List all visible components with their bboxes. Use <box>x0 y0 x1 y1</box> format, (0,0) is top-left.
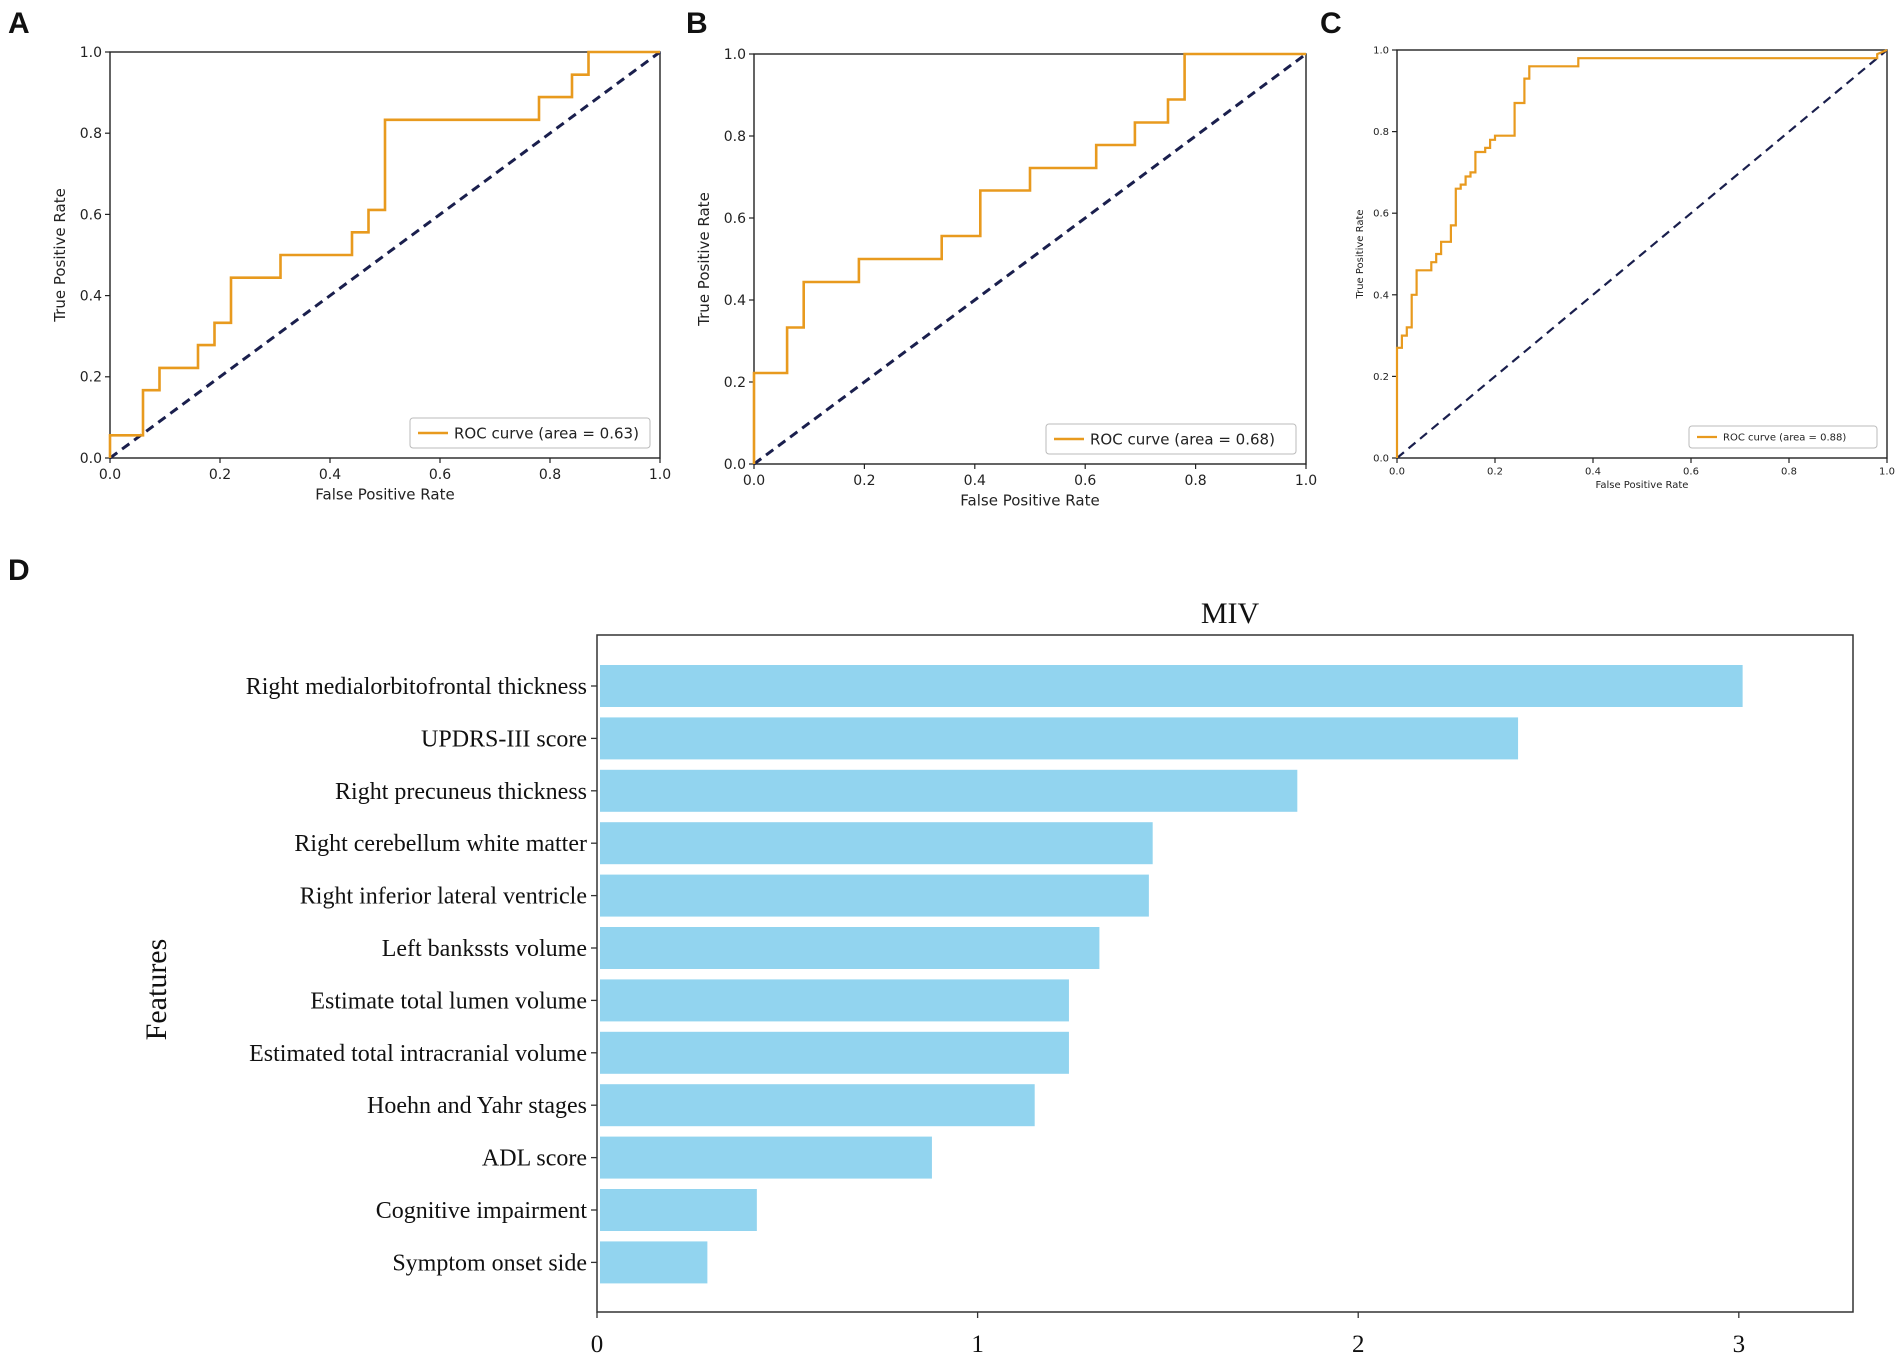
x-tick-label: 0.2 <box>209 467 231 483</box>
x-tick-label: 2 <box>1352 1331 1365 1358</box>
x-axis-label: False Positive Rate <box>315 485 454 503</box>
category-label: Left bankssts volume <box>382 936 587 962</box>
x-tick-label: 0.0 <box>99 467 121 483</box>
x-tick-label: 0.0 <box>743 473 765 489</box>
x-tick-label: 0.4 <box>319 467 341 483</box>
x-tick-label: 1.0 <box>1879 467 1895 478</box>
roc-curve-line <box>1395 48 1888 458</box>
roc-chart-a: 0.0 0.2 0.4 0.6 0.8 1.0 0.0 0.2 0.4 0.6 0.8 1.0 Fals… <box>51 45 671 503</box>
y-tick-label: 0.2 <box>80 370 102 386</box>
x-axis-label: False Positive Rate <box>1596 480 1689 491</box>
bar <box>600 717 1519 760</box>
y-tick-label: 0.8 <box>1373 127 1389 138</box>
category-label: Right cerebellum white matter <box>294 831 587 857</box>
category-label: UPDRS-III score <box>421 726 587 752</box>
roc-curve-line <box>752 52 1306 464</box>
y-tick-label: 0.0 <box>80 451 102 467</box>
category-label: Right medialorbitofrontal thickness <box>246 674 587 700</box>
chance-diagonal-line <box>1396 49 1888 459</box>
bar <box>600 874 1149 917</box>
panel-label-d: D <box>8 554 30 587</box>
panel-label-a: A <box>8 7 30 40</box>
y-tick-label: 0.0 <box>724 457 746 473</box>
x-tick-label: 1.0 <box>649 467 671 483</box>
x-tick-label: 0.6 <box>1074 473 1096 489</box>
x-tick-label: 0.4 <box>964 473 986 489</box>
x-tick-label: 0.8 <box>539 467 561 483</box>
panel-label-b: B <box>686 7 708 40</box>
category-label: Symptom onset side <box>392 1250 587 1276</box>
x-tick-label: 0.6 <box>429 467 451 483</box>
bar <box>600 1136 932 1179</box>
y-tick-label: 1.0 <box>80 45 102 61</box>
x-tick-label: 3 <box>1733 1331 1746 1358</box>
chart-title: MIV <box>1201 597 1260 630</box>
y-tick-label: 0.8 <box>724 129 746 145</box>
bar <box>600 927 1100 969</box>
category-label: Estimate total lumen volume <box>310 988 587 1014</box>
y-tick-label: 0.0 <box>1373 454 1389 465</box>
y-tick-label: 1.0 <box>1373 46 1389 57</box>
category-label: ADL score <box>482 1146 587 1172</box>
bar <box>600 1241 708 1284</box>
legend-box <box>1688 425 1878 449</box>
y-tick-label: 0.4 <box>1373 290 1389 301</box>
y-tick-label: 0.6 <box>1373 209 1389 220</box>
bar <box>600 1031 1069 1074</box>
y-tick-label: 0.6 <box>724 211 746 227</box>
y-axis-label: True Positive Rate <box>695 192 713 327</box>
legend-label: ROC curve (area = 0.88) <box>1723 433 1846 444</box>
x-tick-label: 0.4 <box>1585 467 1601 478</box>
category-label: Right precuneus thickness <box>335 779 587 805</box>
y-tick-label: 1.0 <box>724 47 746 63</box>
roc-chart-b: 0.0 0.2 0.4 0.6 0.8 1.0 0.0 0.2 0.4 0.6 0.8 1.0 Fals… <box>695 47 1317 509</box>
y-axis-label: True Positive Rate <box>51 188 69 323</box>
x-tick-label: 0.8 <box>1184 473 1206 489</box>
bar <box>600 769 1298 812</box>
y-axis-label: Features <box>140 939 173 1041</box>
legend-label: ROC curve (area = 0.68) <box>1090 430 1275 448</box>
x-tick-label: 1 <box>971 1331 984 1358</box>
y-tick-label: 0.2 <box>1373 372 1389 383</box>
x-tick-label: 0.8 <box>1781 467 1797 478</box>
x-tick-label: 0.0 <box>1389 467 1405 478</box>
y-tick-label: 0.8 <box>80 126 102 142</box>
legend-label: ROC curve (area = 0.63) <box>454 424 639 442</box>
x-tick-label: 0.6 <box>1683 467 1699 478</box>
legend-box <box>1045 423 1297 455</box>
x-tick-label: 1.0 <box>1295 473 1317 489</box>
miv-bar-chart: MIV Right medialorbitofrontal thickness UP… <box>140 597 1854 1358</box>
x-tick-label: 0.2 <box>853 473 875 489</box>
bar <box>600 665 1743 707</box>
roc-chart-c: 0.0 0.2 0.4 0.6 0.8 1.0 0.0 0.2 0.4 0.6 0.8 1.0 Fals… <box>1355 46 1895 492</box>
x-axis-label: False Positive Rate <box>960 491 1099 509</box>
bar <box>600 979 1069 1022</box>
bar <box>600 822 1153 865</box>
y-tick-label: 0.4 <box>724 293 746 309</box>
x-tick-label: 0.2 <box>1487 467 1503 478</box>
chance-diagonal-line <box>753 52 1307 466</box>
bar <box>600 1189 757 1231</box>
category-label: Cognitive impairment <box>376 1198 588 1224</box>
x-tick-label: 0 <box>591 1331 604 1358</box>
legend-box <box>409 417 651 449</box>
y-tick-label: 0.6 <box>80 207 102 223</box>
y-tick-label: 0.4 <box>80 289 102 305</box>
roc-curve-line <box>108 50 660 458</box>
category-label: Estimated total intracranial volume <box>249 1041 587 1067</box>
panel-label-c: C <box>1320 7 1342 40</box>
bar <box>600 1084 1035 1127</box>
chance-diagonal-line <box>109 50 661 460</box>
category-label: Hoehn and Yahr stages <box>367 1093 587 1119</box>
category-label: Right inferior lateral ventricle <box>300 884 587 910</box>
y-tick-label: 0.2 <box>724 375 746 391</box>
y-axis-label: True Positive Rate <box>1355 209 1366 299</box>
